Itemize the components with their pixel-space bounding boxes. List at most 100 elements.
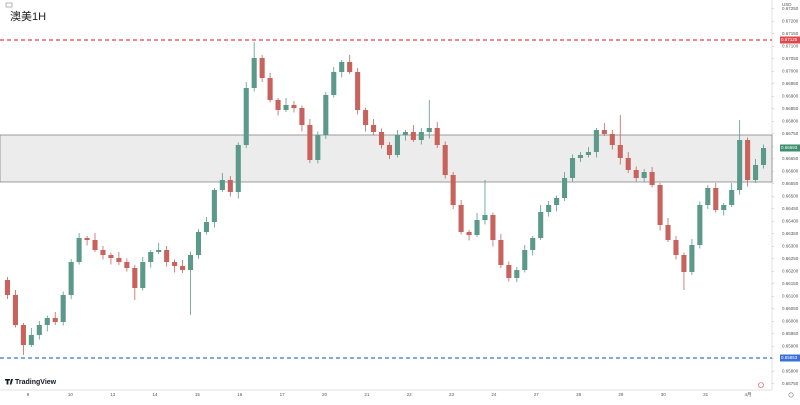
range-zone bbox=[0, 134, 773, 183]
alert-icon[interactable] bbox=[758, 382, 764, 388]
candle-body bbox=[482, 215, 488, 220]
x-tick-label: 15 bbox=[195, 392, 201, 397]
candle-body bbox=[530, 238, 536, 250]
menu-icon[interactable] bbox=[5, 2, 13, 8]
candle-body bbox=[283, 105, 289, 110]
y-tick-label: 0.67200 bbox=[782, 18, 799, 23]
y-tick-label: 0.66150 bbox=[782, 281, 799, 286]
y-tick-label: 0.66900 bbox=[782, 93, 799, 98]
level-label: 0.67125 bbox=[781, 37, 798, 42]
candle-body bbox=[371, 125, 377, 132]
candle-body bbox=[187, 255, 194, 270]
x-tick-label: 21 bbox=[364, 392, 370, 397]
candle-body bbox=[434, 128, 440, 145]
y-tick-label: 0.66550 bbox=[782, 181, 799, 186]
candle-body bbox=[227, 180, 233, 192]
x-tick-label: 4月 bbox=[744, 392, 751, 398]
candle-body bbox=[156, 250, 162, 252]
candle-body bbox=[569, 158, 576, 178]
candle-body bbox=[180, 266, 186, 270]
candle-body bbox=[681, 255, 687, 272]
candle-body bbox=[124, 262, 130, 268]
y-tick-label: 0.66650 bbox=[782, 156, 799, 161]
brand-name: TradingView bbox=[15, 379, 57, 386]
candle-body bbox=[339, 62, 345, 72]
candle-body bbox=[76, 238, 82, 262]
level-label: 0.65853 bbox=[781, 355, 798, 360]
y-tick-label: 0.66050 bbox=[782, 306, 799, 311]
x-tick-label: 24 bbox=[491, 392, 497, 397]
candle-body bbox=[665, 225, 671, 240]
candle-body bbox=[729, 190, 735, 205]
x-tick-label: 28 bbox=[576, 392, 582, 397]
candle-body bbox=[498, 240, 504, 265]
currency-label: USD bbox=[782, 2, 792, 7]
candle-body bbox=[203, 222, 209, 232]
candle-body bbox=[554, 198, 560, 205]
candle-body bbox=[378, 132, 385, 145]
candle-body bbox=[235, 145, 241, 192]
candle-body bbox=[402, 132, 408, 135]
y-tick-label: 0.67000 bbox=[782, 68, 799, 73]
y-tick-label: 0.66950 bbox=[782, 81, 799, 86]
candle-body bbox=[315, 135, 321, 160]
level-label-bg bbox=[780, 354, 800, 362]
x-tick-label: 22 bbox=[407, 392, 413, 397]
candle-body bbox=[760, 148, 767, 165]
candle-body bbox=[363, 110, 369, 125]
candle-body bbox=[394, 135, 400, 155]
x-tick-label: 10 bbox=[68, 392, 74, 397]
candle-body bbox=[649, 172, 655, 185]
candle-body bbox=[753, 165, 759, 180]
candle-body bbox=[657, 185, 663, 225]
candle-body bbox=[522, 250, 528, 270]
candle-body bbox=[633, 170, 639, 178]
candle-body bbox=[299, 108, 305, 125]
y-tick-label: 0.65900 bbox=[782, 343, 799, 348]
y-tick-label: 0.66750 bbox=[782, 131, 799, 136]
y-tick-label: 0.66300 bbox=[782, 243, 799, 248]
candle-body bbox=[52, 318, 58, 322]
candle-body bbox=[132, 268, 138, 288]
last-price-label: 0.66693 bbox=[781, 145, 798, 150]
candle-body bbox=[92, 240, 98, 250]
candle-body bbox=[745, 140, 751, 180]
candle-body bbox=[713, 188, 719, 210]
candle-body bbox=[195, 232, 202, 255]
candle-body bbox=[323, 95, 329, 135]
candle-body bbox=[347, 62, 353, 72]
y-tick-label: 0.65750 bbox=[782, 381, 799, 386]
candle-body bbox=[546, 205, 552, 212]
level-label-bg bbox=[780, 36, 800, 44]
chart-title: 澳美1H bbox=[10, 10, 46, 23]
candle-body bbox=[100, 250, 106, 255]
y-tick-label: 0.66800 bbox=[782, 118, 799, 123]
candle-body bbox=[585, 152, 591, 155]
candle-body bbox=[219, 180, 225, 190]
candle-body bbox=[474, 220, 480, 235]
y-tick-label: 0.66600 bbox=[782, 168, 799, 173]
y-tick-label: 0.65800 bbox=[782, 368, 799, 373]
y-tick-label: 0.66500 bbox=[782, 193, 799, 198]
settings-icon[interactable] bbox=[788, 392, 794, 398]
candle-body bbox=[673, 240, 679, 255]
x-tick-label: 20 bbox=[322, 392, 328, 397]
x-tick-label: 27 bbox=[534, 392, 540, 397]
y-tick-label: 0.66400 bbox=[782, 218, 799, 223]
x-tick-label: 31 bbox=[703, 392, 709, 397]
candle-body bbox=[60, 295, 66, 322]
y-tick-label: 0.67050 bbox=[782, 56, 799, 61]
candle-body bbox=[251, 58, 257, 88]
y-tick-label: 0.67250 bbox=[782, 6, 799, 11]
candle-body bbox=[410, 132, 416, 140]
candle-body bbox=[108, 255, 114, 258]
candle-body bbox=[355, 72, 361, 110]
candle-body bbox=[442, 145, 448, 175]
candle-body bbox=[737, 140, 743, 190]
candle-body bbox=[84, 238, 90, 240]
candle-body bbox=[593, 130, 599, 152]
candle-body bbox=[617, 145, 623, 158]
